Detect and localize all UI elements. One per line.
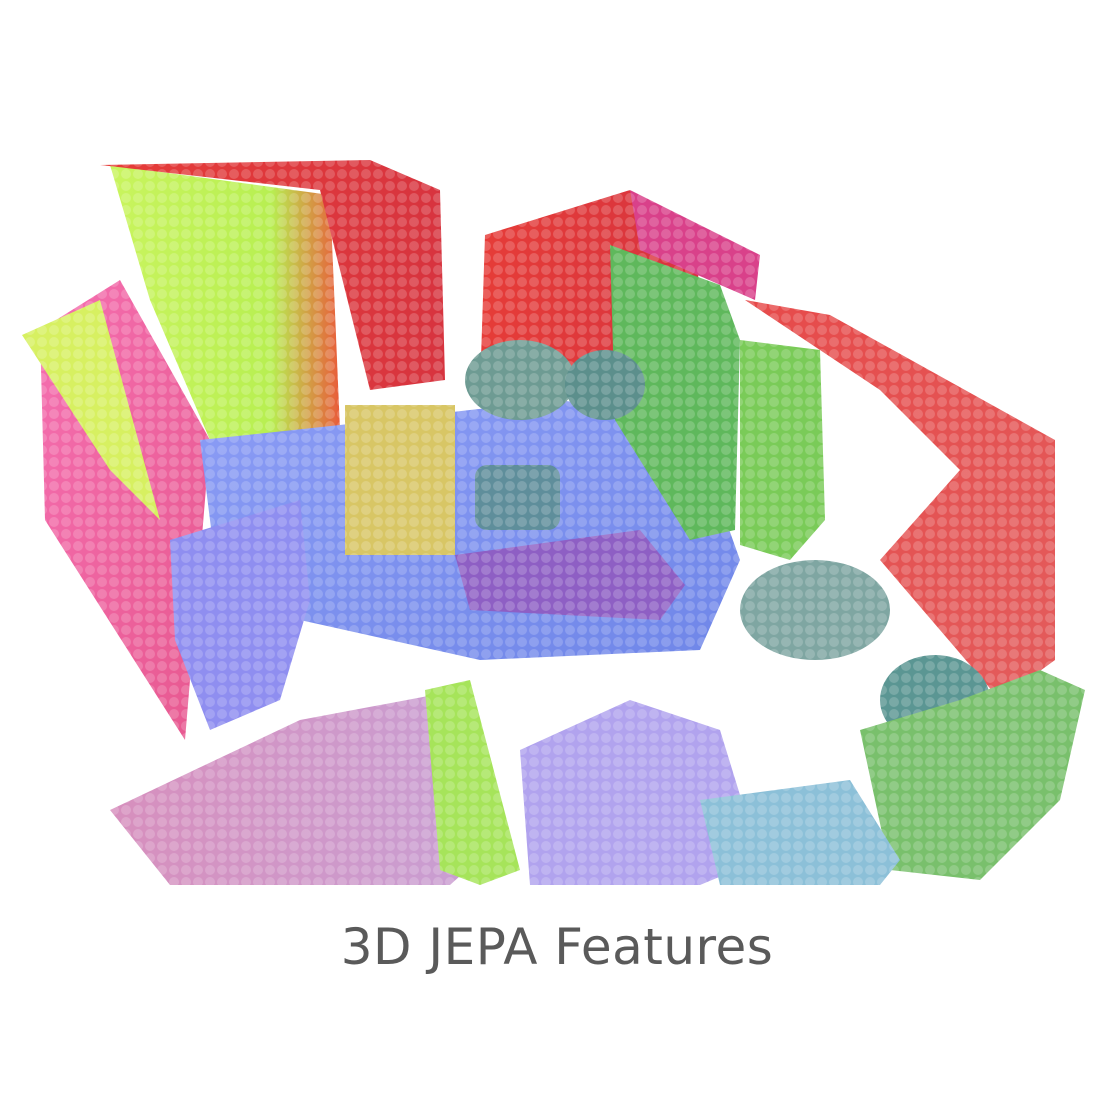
point-texture bbox=[0, 150, 1114, 890]
point-cloud-image bbox=[0, 150, 1114, 890]
figure-caption: 3D JEPA Features bbox=[340, 918, 774, 976]
